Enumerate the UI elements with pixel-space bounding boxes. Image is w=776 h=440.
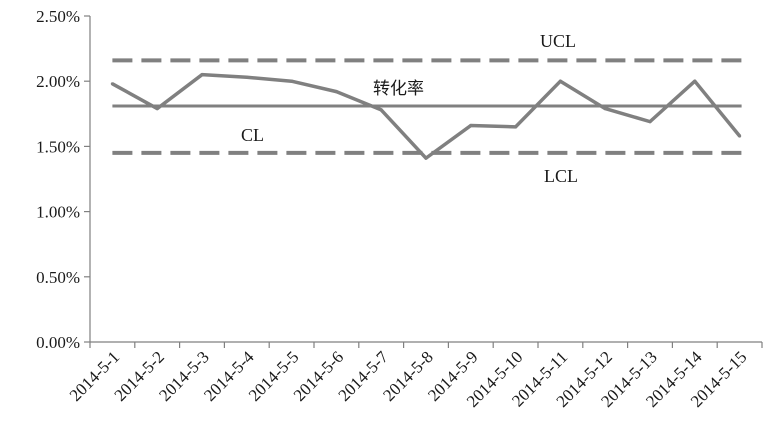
data-point <box>603 106 607 111</box>
annotations: UCL 转化率 CL LCL <box>241 31 578 186</box>
plot-area: 0.00% 0.50% 1.00% 1.50% 2.00% 2.50% 2014-5-12… <box>36 7 763 411</box>
cl-label: CL <box>241 125 264 145</box>
lcl-label: LCL <box>544 166 578 186</box>
data-point <box>424 156 428 160</box>
series-lines <box>110 72 742 160</box>
data-point <box>245 75 249 79</box>
data-point <box>738 134 742 138</box>
series-label: 转化率 <box>373 79 424 99</box>
data-point <box>200 73 204 77</box>
y-tick-label: 2.00% <box>36 72 80 91</box>
data-point <box>290 79 294 83</box>
data-point <box>155 106 159 111</box>
data-point <box>110 82 114 86</box>
data-point <box>693 79 697 83</box>
y-tick-label: 0.00% <box>36 333 80 352</box>
y-tick-label: 1.50% <box>36 137 80 156</box>
data-point <box>379 108 383 112</box>
ucl-label: UCL <box>540 31 576 51</box>
data-point <box>648 120 652 124</box>
data-point <box>558 79 563 83</box>
reference-lines <box>112 58 742 155</box>
series-line <box>111 72 741 160</box>
y-tick-label: 1.00% <box>36 203 80 222</box>
y-axis-ticks: 0.00% 0.50% 1.00% 1.50% 2.00% 2.50% <box>36 7 90 352</box>
data-point <box>469 123 473 128</box>
y-tick-label: 2.50% <box>36 7 80 26</box>
data-point <box>514 125 518 129</box>
data-point <box>334 90 338 94</box>
y-tick-label: 0.50% <box>36 268 80 287</box>
x-axis-ticks: 2014-5-12014-5-22014-5-32014-5-42014-5-5… <box>66 342 763 411</box>
